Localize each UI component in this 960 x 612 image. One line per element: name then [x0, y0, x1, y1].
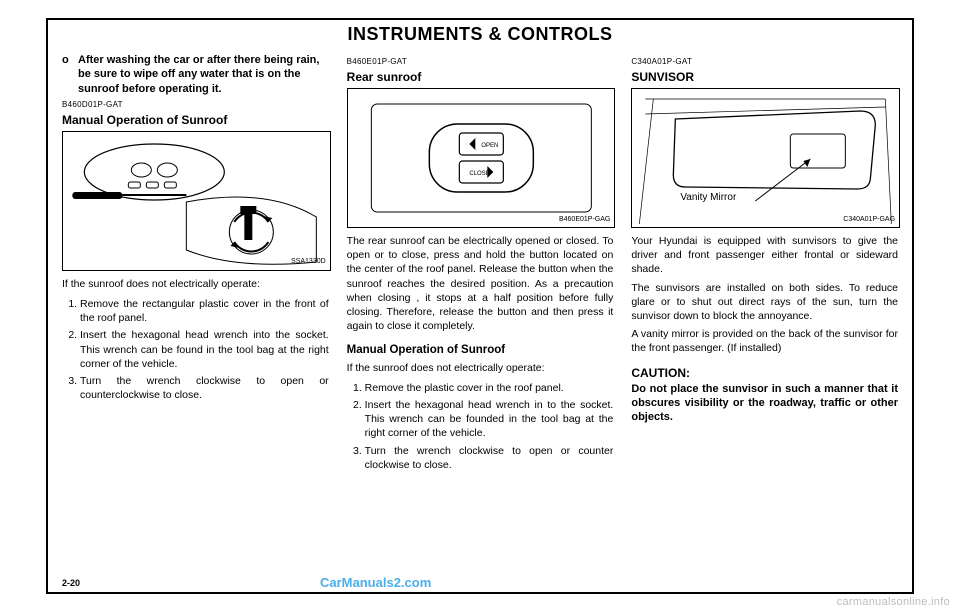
section-title: Manual Operation of Sunroof	[62, 112, 329, 128]
step-item: Insert the hexagonal head wrench in to t…	[365, 398, 614, 441]
content-frame: INSTRUMENTS & CONTROLS o After washing t…	[46, 18, 914, 594]
sunvisor-illustration	[632, 89, 899, 227]
section-title: Rear sunroof	[347, 69, 614, 85]
page-header: INSTRUMENTS & CONTROLS	[62, 20, 898, 53]
step-item: Remove the rectangular plastic cover in …	[80, 297, 329, 325]
switch-close-label: CLOSE	[469, 171, 489, 177]
figure-sunvisor: Vanity Mirror C340A01P-GAG	[631, 88, 900, 228]
subsection-title: Manual Operation of Sunroof	[347, 343, 614, 359]
section-code: B460E01P-GAT	[347, 57, 614, 68]
column-1: o After washing the car or after there b…	[62, 53, 329, 475]
columns: o After washing the car or after there b…	[62, 53, 898, 475]
figure-label: SSA1330D	[291, 257, 326, 266]
body-text: The rear sunroof can be electrically ope…	[347, 234, 614, 333]
sunroof-wrench-illustration	[63, 132, 330, 270]
bullet-marker: o	[62, 53, 78, 96]
section-title: SUNVISOR	[631, 69, 898, 85]
steps-list: Remove the plastic cover in the roof pan…	[347, 381, 614, 472]
step-item: Turn the wrench clockwise to open or cou…	[80, 374, 329, 402]
rear-sunroof-switch-illustration: OPEN CLOSE	[348, 89, 615, 227]
warning-text: After washing the car or after there bei…	[78, 53, 329, 96]
figure-label: C340A01P-GAG	[843, 215, 895, 224]
figure-manual-sunroof: SSA1330D	[62, 131, 331, 271]
step-item: Insert the hexagonal head wrench into th…	[80, 328, 329, 371]
section-code: C340A01P-GAT	[631, 57, 898, 68]
body-text: A vanity mirror is provided on the back …	[631, 327, 898, 355]
caution-body: Do not place the sunvisor in such a mann…	[631, 382, 898, 425]
figure-rear-sunroof: OPEN CLOSE B460E01P-GAG	[347, 88, 616, 228]
switch-open-label: OPEN	[481, 143, 498, 149]
subsection-lead: If the sunroof does not electrically ope…	[347, 361, 614, 375]
body-text: The sunvisors are installed on both side…	[631, 281, 898, 324]
warning-bullet: o After washing the car or after there b…	[62, 53, 329, 96]
column-2: B460E01P-GAT Rear sunroof OPEN CLOSE B46…	[347, 53, 614, 475]
lead-text: If the sunroof does not electrically ope…	[62, 277, 329, 291]
vanity-mirror-label: Vanity Mirror	[680, 191, 736, 205]
watermark-blue: CarManuals2.com	[320, 575, 431, 590]
caution-title: CAUTION:	[631, 365, 898, 381]
section-code: B460D01P-GAT	[62, 100, 329, 111]
step-item: Remove the plastic cover in the roof pan…	[365, 381, 614, 395]
watermark-grey: carmanualsonline.info	[837, 596, 950, 608]
step-item: Turn the wrench clockwise to open or cou…	[365, 444, 614, 472]
page-number: 2-20	[62, 578, 80, 588]
steps-list: Remove the rectangular plastic cover in …	[62, 297, 329, 402]
figure-label: B460E01P-GAG	[559, 215, 610, 224]
body-text: Your Hyundai is equipped with sunvisors …	[631, 234, 898, 277]
column-3: C340A01P-GAT SUNVISOR	[631, 53, 898, 475]
manual-page: INSTRUMENTS & CONTROLS o After washing t…	[0, 0, 960, 612]
